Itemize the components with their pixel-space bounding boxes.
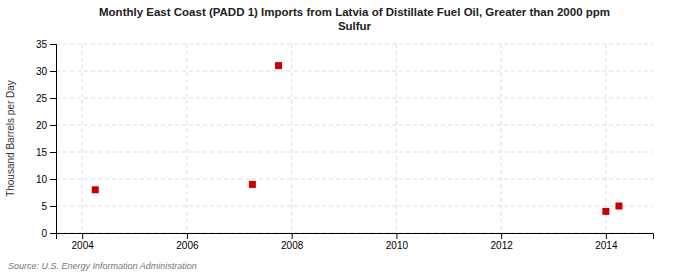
x-grid-line [501, 44, 502, 233]
x-axis-line [57, 234, 654, 240]
x-tick-label: 2012 [491, 240, 514, 251]
x-grid-line [82, 44, 83, 233]
x-tick: 2006 [176, 233, 199, 251]
x-axis: 2004 2006 2008 2010 2012 2014 [57, 233, 654, 251]
x-tick: 2008 [281, 233, 304, 251]
y-tick: 10 [36, 174, 56, 185]
title: Monthly East Coast (PADD 1) Imports from… [99, 6, 610, 32]
y-tick-mark [50, 179, 56, 180]
y-axis-label: Thousand Barrels per Day [5, 80, 16, 197]
y-tick: 0 [41, 228, 56, 239]
y-tick: 35 [36, 39, 56, 50]
y-grid-line [56, 206, 653, 207]
y-grid-line [56, 71, 653, 72]
y-grid-line [56, 44, 653, 45]
x-grid-line [291, 44, 292, 233]
y-grid-line [56, 152, 653, 153]
y-tick-label: 20 [36, 120, 48, 131]
x-tick-label: 2006 [176, 240, 199, 251]
plot-area: 2004 2006 2008 2010 2012 2014 0 5 10 15 20 25 30 35 [36, 39, 654, 251]
y-tick-label: 10 [36, 174, 48, 185]
y-tick: 15 [36, 147, 56, 158]
x-grid-line [605, 44, 606, 233]
chart: 2004 2006 2008 2010 2012 2014 0 5 10 15 20 25 30 35 Mo… [0, 0, 675, 275]
y-tick-mark [50, 125, 56, 126]
x-tick-mark [187, 233, 188, 239]
x-grid-line [186, 44, 187, 233]
x-tick-mark [292, 233, 293, 239]
y-tick-label: 30 [36, 66, 48, 77]
y-tick-mark [50, 71, 56, 72]
x-grid-line [396, 44, 397, 233]
y-grid-line [56, 125, 653, 126]
points [92, 62, 623, 215]
x-tick-label: 2008 [281, 240, 304, 251]
y-tick-label: 35 [36, 39, 48, 50]
x-tick-mark [501, 233, 502, 239]
x-tick-label: 2010 [386, 240, 409, 251]
y-tick-mark [50, 206, 56, 207]
point [275, 62, 282, 69]
source-note: Source: U.S. Energy Information Administ… [8, 261, 197, 271]
y-axis: 0 5 10 15 20 25 30 35 [36, 39, 57, 239]
x-tick-mark [396, 233, 397, 239]
x-tick: 2010 [386, 233, 409, 251]
grid [56, 44, 653, 233]
y-tick: 20 [36, 120, 56, 131]
point [615, 203, 622, 210]
x-tick-label: 2014 [595, 240, 618, 251]
y-grid-line [56, 179, 653, 180]
x-tick-label: 2004 [72, 240, 95, 251]
point [92, 186, 99, 193]
point [249, 181, 256, 188]
y-tick-mark [50, 98, 56, 99]
y-tick-label: 15 [36, 147, 48, 158]
point [602, 208, 609, 215]
x-tick: 2004 [72, 233, 95, 251]
y-axis-line [50, 45, 57, 234]
y-tick-label: 0 [41, 228, 47, 239]
x-tick: 2012 [491, 233, 514, 251]
y-tick: 5 [41, 201, 56, 212]
y-tick-label: 5 [41, 201, 47, 212]
y-tick: 25 [36, 93, 56, 104]
y-tick-mark [50, 152, 56, 153]
y-tick: 30 [36, 66, 56, 77]
y-tick-label: 25 [36, 93, 48, 104]
y-tick-mark [50, 44, 56, 45]
x-tick-mark [82, 233, 83, 239]
y-grid-line [56, 98, 653, 99]
x-tick-mark [606, 233, 607, 239]
y-tick-mark [50, 233, 56, 234]
x-tick: 2014 [595, 233, 618, 251]
